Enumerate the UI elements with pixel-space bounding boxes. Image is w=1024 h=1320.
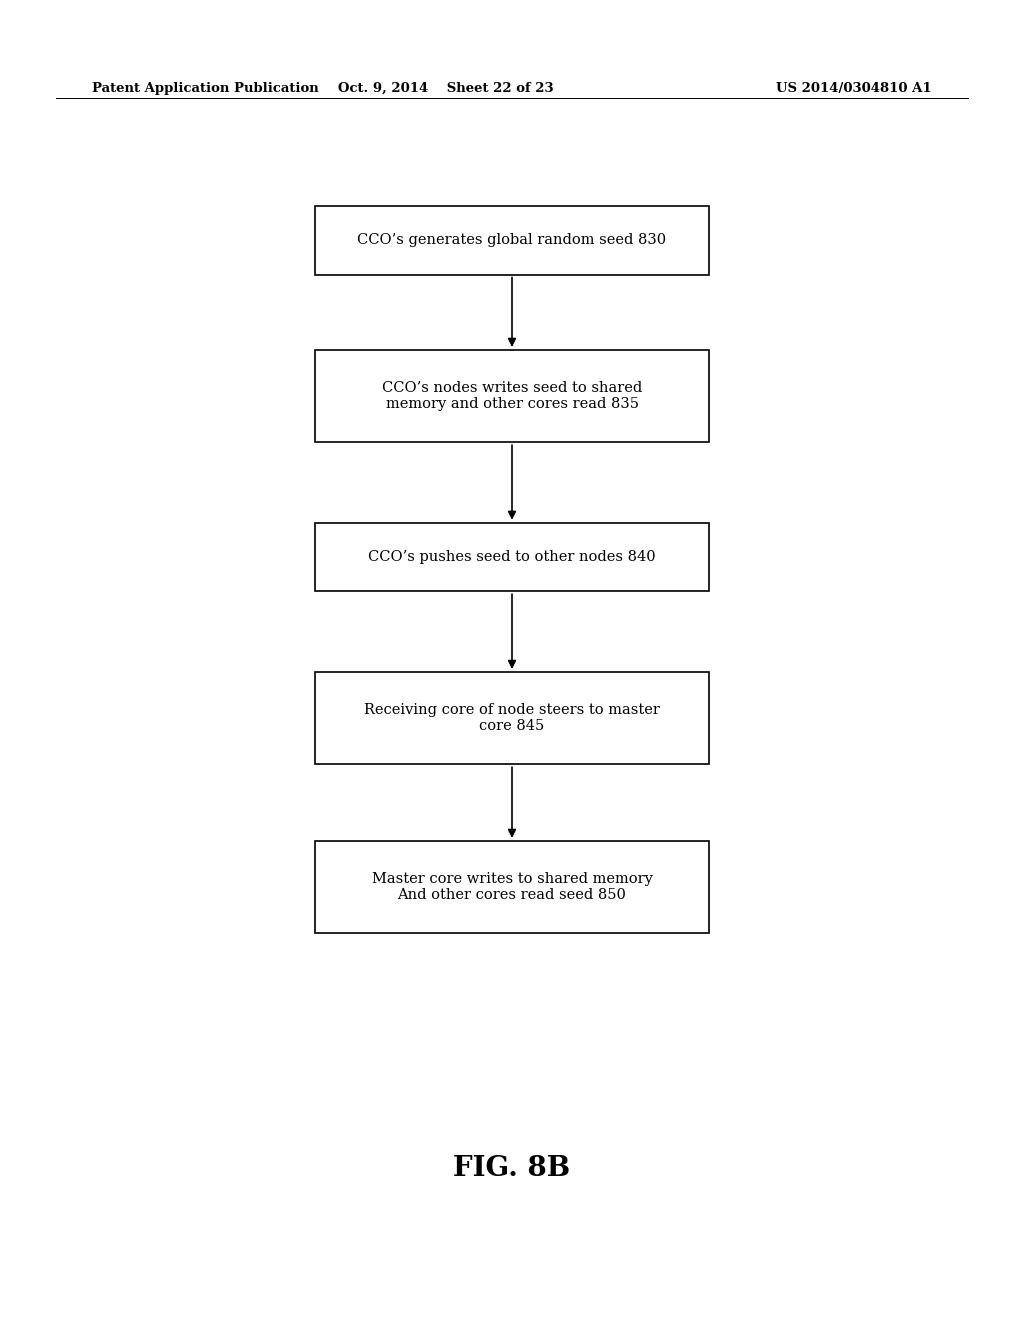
FancyBboxPatch shape [315,523,709,591]
Text: Receiving core of node steers to master
core 845: Receiving core of node steers to master … [365,704,659,733]
Text: CCO’s generates global random seed 830: CCO’s generates global random seed 830 [357,234,667,247]
Text: CCO’s nodes writes seed to shared
memory and other cores read 835: CCO’s nodes writes seed to shared memory… [382,381,642,411]
FancyBboxPatch shape [315,350,709,442]
Text: CCO’s pushes seed to other nodes 840: CCO’s pushes seed to other nodes 840 [369,550,655,564]
FancyBboxPatch shape [315,206,709,275]
Text: Master core writes to shared memory
And other cores read seed 850: Master core writes to shared memory And … [372,873,652,902]
Text: Patent Application Publication: Patent Application Publication [92,82,318,95]
Text: FIG. 8B: FIG. 8B [454,1155,570,1181]
FancyBboxPatch shape [315,841,709,933]
Text: US 2014/0304810 A1: US 2014/0304810 A1 [776,82,932,95]
Text: Oct. 9, 2014    Sheet 22 of 23: Oct. 9, 2014 Sheet 22 of 23 [338,82,553,95]
FancyBboxPatch shape [315,672,709,764]
